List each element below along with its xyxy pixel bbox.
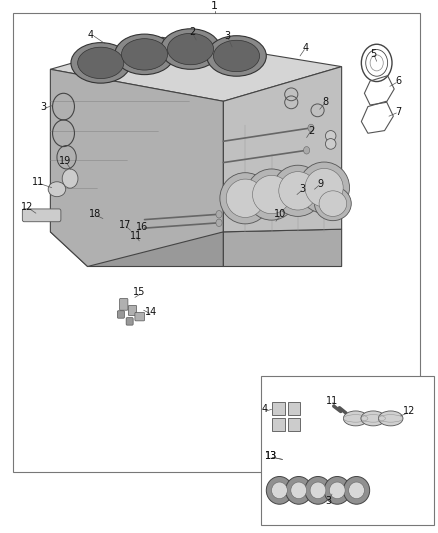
Text: 15: 15 <box>133 287 145 297</box>
Ellipse shape <box>305 477 331 504</box>
Ellipse shape <box>286 477 312 504</box>
Ellipse shape <box>325 131 336 141</box>
Text: 2: 2 <box>190 27 196 37</box>
FancyBboxPatch shape <box>120 298 128 310</box>
Text: 3: 3 <box>325 496 332 506</box>
Ellipse shape <box>62 169 78 188</box>
Bar <box>13 13 420 472</box>
Ellipse shape <box>378 411 403 426</box>
Ellipse shape <box>78 47 124 78</box>
Polygon shape <box>50 69 223 266</box>
Text: 7: 7 <box>396 107 402 117</box>
FancyBboxPatch shape <box>22 209 61 222</box>
Ellipse shape <box>272 165 323 216</box>
Ellipse shape <box>361 411 385 426</box>
Text: 8: 8 <box>322 98 328 107</box>
Bar <box>272 418 285 431</box>
Ellipse shape <box>48 182 66 197</box>
Circle shape <box>216 219 222 227</box>
Polygon shape <box>223 67 342 232</box>
Circle shape <box>216 211 222 218</box>
Ellipse shape <box>161 29 220 69</box>
Ellipse shape <box>272 482 287 499</box>
Ellipse shape <box>314 187 351 221</box>
Ellipse shape <box>329 482 345 499</box>
Ellipse shape <box>115 34 174 75</box>
Polygon shape <box>50 232 223 266</box>
Text: 13: 13 <box>265 451 277 461</box>
Ellipse shape <box>305 168 343 207</box>
Bar <box>272 402 285 415</box>
Ellipse shape <box>121 39 168 70</box>
Ellipse shape <box>324 477 350 504</box>
Text: 2: 2 <box>308 126 314 135</box>
Ellipse shape <box>279 172 317 210</box>
Text: 4: 4 <box>262 405 268 414</box>
Text: 12: 12 <box>403 407 416 416</box>
Text: 11: 11 <box>130 231 142 240</box>
Circle shape <box>308 124 314 132</box>
Ellipse shape <box>349 482 364 499</box>
Text: 14: 14 <box>145 307 157 317</box>
Text: 19: 19 <box>59 156 71 166</box>
Ellipse shape <box>220 173 271 224</box>
Text: 13: 13 <box>265 451 277 461</box>
Polygon shape <box>50 37 342 101</box>
Ellipse shape <box>299 162 350 213</box>
Text: 4: 4 <box>88 30 94 39</box>
Ellipse shape <box>207 36 266 76</box>
Text: 12: 12 <box>21 202 33 212</box>
Text: 4: 4 <box>303 43 309 53</box>
Ellipse shape <box>343 411 368 426</box>
Text: 11: 11 <box>32 177 45 187</box>
Ellipse shape <box>226 179 265 217</box>
Ellipse shape <box>252 175 291 214</box>
Text: 3: 3 <box>299 184 305 194</box>
Text: 9: 9 <box>318 179 324 189</box>
Text: 3: 3 <box>225 31 231 41</box>
Polygon shape <box>223 229 342 266</box>
Ellipse shape <box>343 477 370 504</box>
FancyBboxPatch shape <box>117 311 124 318</box>
Ellipse shape <box>325 139 336 149</box>
Ellipse shape <box>319 191 347 216</box>
Ellipse shape <box>213 41 260 71</box>
FancyBboxPatch shape <box>135 312 145 321</box>
FancyBboxPatch shape <box>126 318 133 325</box>
FancyBboxPatch shape <box>128 305 137 316</box>
Ellipse shape <box>310 482 326 499</box>
Text: 5: 5 <box>370 50 376 59</box>
Ellipse shape <box>291 482 307 499</box>
Bar <box>288 418 300 431</box>
Text: 17: 17 <box>119 220 131 230</box>
Bar <box>288 402 300 415</box>
Text: 16: 16 <box>136 222 148 231</box>
Text: 18: 18 <box>89 209 102 219</box>
Circle shape <box>304 147 310 154</box>
Text: 6: 6 <box>396 76 402 86</box>
Ellipse shape <box>246 169 297 220</box>
Text: 10: 10 <box>274 209 286 219</box>
Ellipse shape <box>167 34 214 64</box>
Text: 1: 1 <box>211 2 218 11</box>
Ellipse shape <box>71 43 131 83</box>
Bar <box>261 376 434 525</box>
Ellipse shape <box>266 477 293 504</box>
Text: 11: 11 <box>326 396 338 406</box>
Text: 3: 3 <box>40 102 46 111</box>
